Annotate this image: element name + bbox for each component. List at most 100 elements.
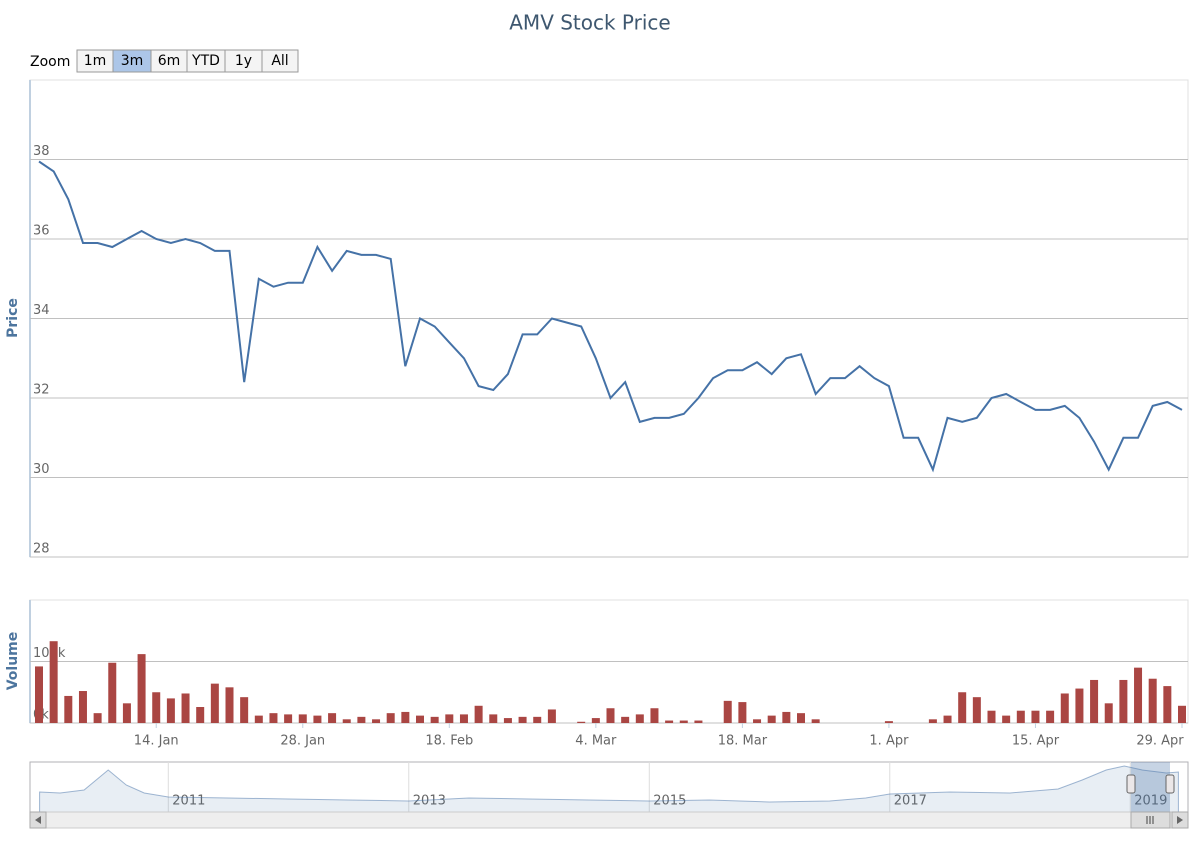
volume-bar bbox=[635, 714, 644, 723]
volume-bar bbox=[1016, 710, 1025, 723]
volume-bar bbox=[767, 715, 776, 723]
range-button[interactable]: 1m bbox=[76, 49, 114, 73]
x-tick-label: 15. Apr bbox=[1012, 734, 1060, 749]
volume-bar bbox=[254, 715, 263, 723]
volume-bar bbox=[313, 715, 322, 723]
volume-bar bbox=[606, 708, 615, 723]
range-button[interactable]: YTD bbox=[186, 49, 226, 73]
button-label: 6m bbox=[158, 53, 181, 69]
zoom-label: Zoom bbox=[30, 54, 70, 70]
volume-bar bbox=[284, 714, 293, 723]
y-axis-title: Volume bbox=[5, 632, 21, 691]
x-tick-label: 18. Mar bbox=[718, 734, 768, 749]
volume-bar bbox=[430, 716, 439, 723]
x-tick-label: 4. Mar bbox=[575, 734, 617, 749]
arrow-right bbox=[1177, 816, 1183, 824]
navigator-handle[interactable] bbox=[1165, 774, 1175, 794]
y-tick-label: 36 bbox=[33, 224, 50, 239]
volume-bar bbox=[1031, 710, 1040, 723]
x-tick-label: 28. Jan bbox=[280, 734, 325, 749]
button-label: All bbox=[271, 53, 288, 69]
range-button[interactable]: 3m bbox=[112, 49, 152, 73]
volume-bar bbox=[240, 697, 249, 723]
volume-bar bbox=[1075, 688, 1084, 723]
navigator-handle[interactable] bbox=[1126, 774, 1136, 794]
y-tick-label: 100k bbox=[33, 646, 66, 661]
volume-bar bbox=[181, 693, 190, 723]
volume-bar bbox=[78, 691, 87, 723]
volume-bar bbox=[958, 692, 967, 723]
volume-bar bbox=[152, 692, 161, 723]
volume-bar bbox=[679, 720, 688, 723]
scrollbar-track[interactable] bbox=[29, 811, 1189, 829]
volume-bar bbox=[694, 720, 703, 723]
navigator: 20112013201520172019 bbox=[39, 762, 1179, 813]
range-button[interactable]: 6m bbox=[150, 49, 188, 73]
volume-bar bbox=[972, 697, 981, 723]
volume-bar bbox=[93, 713, 102, 723]
volume-bar bbox=[503, 718, 512, 723]
volume-bar bbox=[108, 662, 117, 723]
volume-bar bbox=[210, 683, 219, 723]
volume-bar bbox=[987, 710, 996, 723]
y-tick-label: 28 bbox=[33, 542, 50, 557]
volume-bar bbox=[547, 709, 556, 723]
volume-bar bbox=[122, 703, 131, 723]
navigator-year: 2013 bbox=[413, 794, 446, 809]
volume-bar bbox=[797, 713, 805, 723]
volume-bar bbox=[416, 715, 424, 723]
volume-bar bbox=[49, 641, 58, 723]
y-axis-title: Price bbox=[5, 298, 21, 338]
volume-bar bbox=[372, 719, 381, 723]
volume-bar bbox=[357, 716, 366, 723]
volume-bar bbox=[196, 707, 205, 723]
volume-bar bbox=[137, 654, 146, 723]
button-label: YTD bbox=[191, 53, 220, 69]
volume-bar bbox=[1178, 705, 1186, 723]
volume-bar bbox=[1134, 667, 1143, 723]
button-label: 1y bbox=[235, 53, 252, 69]
button-box bbox=[261, 49, 299, 73]
volume-bar bbox=[489, 714, 498, 723]
navigator-year: 2019 bbox=[1134, 794, 1167, 809]
navigator-year: 2017 bbox=[894, 794, 927, 809]
chart-title: AMV Stock Price bbox=[509, 11, 670, 35]
navigator-selection[interactable] bbox=[1131, 762, 1170, 812]
range-button[interactable]: 1y bbox=[224, 49, 263, 73]
volume-bar bbox=[386, 713, 395, 723]
y-tick-label: 34 bbox=[33, 303, 50, 318]
volume-bar bbox=[401, 711, 410, 723]
button-label: 3m bbox=[121, 53, 144, 69]
volume-bar bbox=[928, 719, 937, 723]
volume-bar bbox=[1148, 678, 1157, 723]
volume-bar bbox=[328, 713, 337, 723]
volume-bar bbox=[782, 711, 791, 723]
x-tick-label: 29. Apr bbox=[1136, 734, 1184, 749]
y-tick-label: 38 bbox=[33, 144, 50, 159]
volume-bar bbox=[518, 716, 527, 723]
volume-bar bbox=[1119, 679, 1128, 723]
volume-bar bbox=[591, 718, 600, 723]
volume-bar bbox=[577, 721, 586, 723]
scrollbar-grip bbox=[1146, 816, 1154, 824]
volume-bar bbox=[665, 720, 674, 723]
volume-bar bbox=[269, 713, 278, 723]
volume-bar bbox=[1163, 686, 1172, 723]
volume-bar bbox=[64, 695, 73, 723]
x-tick-label: 14. Jan bbox=[134, 734, 179, 749]
arrow-left bbox=[35, 816, 41, 824]
price-line bbox=[38, 160, 1183, 473]
volume-bar bbox=[650, 708, 659, 723]
range-button[interactable]: All bbox=[261, 49, 299, 73]
volume-bar bbox=[621, 716, 630, 723]
volume-bar bbox=[1090, 679, 1099, 723]
range-buttons: 1m 3m 6m YTD 1y All bbox=[76, 49, 299, 73]
volume-bar bbox=[1104, 703, 1113, 723]
volume-bar bbox=[753, 719, 762, 723]
volume-bar bbox=[298, 714, 307, 723]
volume-bar bbox=[884, 721, 893, 723]
navigator-area bbox=[39, 765, 1179, 813]
x-tick-label: 1. Apr bbox=[869, 734, 909, 749]
volume-bar bbox=[474, 705, 483, 723]
